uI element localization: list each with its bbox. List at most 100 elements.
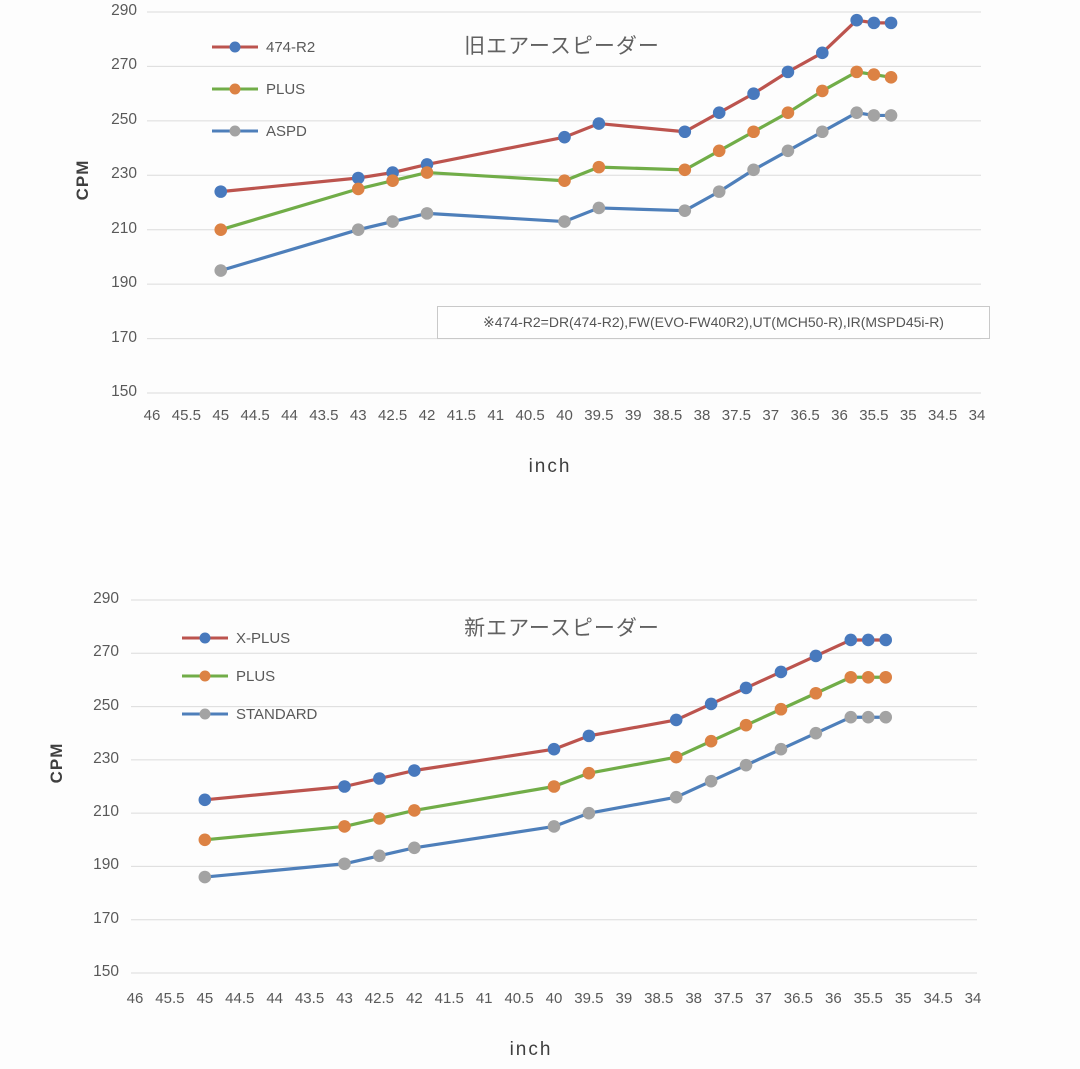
legend-dot [199, 708, 211, 720]
y-tick-label: 270 [111, 56, 137, 74]
data-point-ASPD [781, 144, 795, 158]
x-tick-label: 42 [418, 407, 436, 424]
data-point-X-PLUS [844, 633, 858, 647]
legend-marker-icon [182, 632, 228, 644]
data-point-474-R2 [816, 46, 829, 60]
x-tick-label: 44.5 [225, 990, 255, 1007]
data-point-PLUS [850, 65, 863, 79]
data-point-ASPD [712, 185, 726, 198]
x-tick-label: 35 [899, 407, 917, 424]
legend-dot [199, 670, 211, 682]
x-axis-title: inch [509, 1039, 553, 1060]
data-point-PLUS [809, 686, 823, 700]
legend-dot [229, 125, 241, 137]
data-point-X-PLUS [373, 772, 386, 785]
legend-marker-icon [212, 83, 258, 95]
series-line-PLUS [220, 70, 892, 232]
legend-marker-icon [212, 41, 258, 53]
data-point-STANDARD [809, 726, 823, 740]
data-point-STANDARD [704, 774, 718, 788]
legend-dot [229, 41, 241, 53]
y-tick-label: 290 [93, 590, 119, 607]
data-point-X-PLUS [774, 665, 788, 679]
y-tick-label: 190 [111, 274, 137, 292]
x-tick-label: 38 [685, 990, 702, 1007]
x-tick-label: 35.5 [859, 407, 889, 424]
data-point-474-R2 [747, 87, 760, 100]
x-tick-label: 40.5 [515, 407, 545, 424]
annotation-box: ※474-R2=DR(474-R2),FW(EVO-FW40R2),UT(MCH… [437, 306, 990, 339]
data-point-ASPD [816, 125, 829, 139]
x-tick-label: 41 [487, 407, 505, 424]
y-tick-label: 230 [93, 749, 119, 767]
data-point-ASPD [351, 223, 365, 237]
x-tick-label: 39 [615, 990, 633, 1007]
legend-item-PLUS: PLUS [180, 664, 275, 688]
data-point-STANDARD [408, 841, 421, 855]
data-point-X-PLUS [879, 633, 893, 647]
x-tick-label: 40.5 [504, 990, 534, 1007]
x-tick-label: 39 [624, 407, 642, 424]
x-tick-label: 34 [964, 990, 982, 1007]
y-tick-label: 150 [93, 963, 119, 980]
y-tick-label: 270 [93, 643, 119, 661]
data-point-STANDARD [879, 710, 893, 724]
data-point-PLUS [198, 833, 212, 847]
series-line-STANDARD [204, 715, 886, 879]
data-point-PLUS [351, 182, 365, 196]
data-point-STANDARD [338, 857, 351, 871]
data-point-ASPD [678, 204, 692, 217]
x-axis-title: inch [528, 456, 572, 477]
data-point-STANDARD [669, 790, 683, 804]
x-tick-label: 36.5 [783, 990, 813, 1007]
data-point-STANDARD [844, 710, 858, 724]
data-point-PLUS [214, 223, 228, 237]
x-tick-label: 45.5 [171, 407, 201, 424]
data-point-474-R2 [351, 171, 365, 185]
x-tick-label: 34.5 [923, 990, 953, 1007]
data-point-474-R2 [884, 16, 898, 30]
x-tick-label: 34 [968, 407, 986, 424]
data-point-X-PLUS [809, 649, 823, 663]
data-point-PLUS [669, 750, 683, 764]
chart-title: 旧エアースピーダー [464, 35, 660, 58]
data-point-PLUS [704, 734, 718, 748]
x-tick-label: 36.5 [790, 407, 820, 424]
data-point-ASPD [420, 207, 434, 220]
data-point-PLUS [582, 766, 596, 780]
y-tick-label: 290 [111, 2, 137, 19]
series-line-ASPD [220, 111, 892, 273]
y-tick-label: 170 [111, 328, 137, 346]
data-point-474-R2 [781, 65, 795, 79]
legend-label: ASPD [266, 122, 307, 140]
data-point-PLUS [747, 125, 760, 139]
data-point-474-R2 [712, 106, 726, 119]
data-point-STANDARD [861, 710, 875, 724]
legend-item-X-PLUS: X-PLUS [180, 626, 290, 650]
data-point-PLUS [712, 144, 726, 158]
y-tick-label: 250 [93, 696, 119, 714]
x-tick-label: 34.5 [928, 407, 958, 424]
data-point-PLUS [678, 163, 692, 177]
y-tick-label: 250 [111, 110, 137, 128]
legend-item-STANDARD: STANDARD [180, 702, 317, 726]
data-point-STANDARD [198, 870, 212, 884]
data-point-PLUS [592, 160, 606, 174]
data-point-474-R2 [850, 13, 863, 27]
x-tick-label: 40 [545, 990, 563, 1007]
data-point-PLUS [373, 812, 386, 825]
x-tick-label: 39.5 [574, 990, 604, 1007]
x-tick-label: 44 [281, 407, 298, 424]
data-point-PLUS [386, 174, 399, 188]
data-point-ASPD [747, 163, 760, 177]
data-point-X-PLUS [547, 742, 561, 756]
y-tick-label: 210 [111, 219, 137, 237]
data-point-PLUS [861, 670, 875, 684]
chart-title: 新エアースピーダー [464, 617, 660, 640]
data-point-PLUS [781, 106, 795, 119]
legend-label: STANDARD [236, 705, 318, 723]
x-tick-label: 43.5 [309, 407, 339, 424]
x-tick-label: 43.5 [294, 990, 325, 1007]
data-point-474-R2 [420, 158, 434, 171]
